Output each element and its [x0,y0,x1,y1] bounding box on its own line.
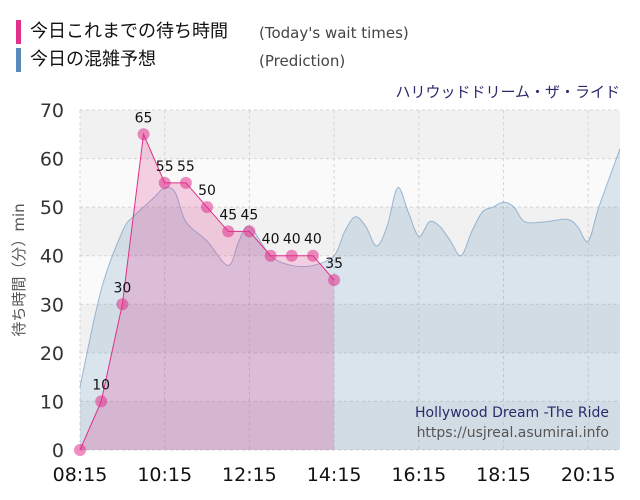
data-label: 10 [92,377,110,393]
data-label: 45 [219,207,237,223]
plot-band [80,207,620,256]
data-point [95,395,108,408]
y-tick-label: 70 [40,100,64,122]
legend-swatch-today [16,20,21,44]
x-tick-label: 18:15 [476,464,531,486]
data-point [285,249,298,262]
x-tick-label: 14:15 [307,464,362,486]
data-point [328,274,341,286]
data-point [158,176,171,189]
data-point [264,249,277,262]
data-point [137,128,150,141]
plot-band [80,110,620,159]
legend-item-today: 今日これまでの待ち時間 (Today's wait times) [0,20,640,46]
x-tick-label: 08:15 [53,464,108,486]
legend-label-prediction: 今日の混雑予想 [30,49,156,70]
data-label: 45 [240,207,258,223]
data-label: 55 [156,159,174,175]
y-tick-label: 50 [40,197,64,219]
y-tick-label: 0 [52,440,64,462]
y-tick-label: 20 [40,343,64,365]
data-label: 55 [177,159,195,175]
data-label: 30 [113,280,131,296]
credit-url[interactable]: https://usjreal.asumirai.info [417,425,609,441]
y-tick-label: 10 [40,391,64,413]
legend-swatch-prediction [16,48,21,72]
legend-label-today: 今日これまでの待ち時間 [30,21,228,42]
prediction-area [80,148,620,450]
legend-item-prediction: 今日の混雑予想 (Prediction) [0,48,640,74]
y-axis-label: 待ち時間（分）min [10,203,28,336]
data-label: 35 [325,256,343,272]
data-point [243,225,256,238]
data-point [74,444,86,456]
x-tick-label: 12:15 [222,464,277,486]
plot-band [80,304,620,353]
plot-area [80,110,620,450]
y-tick-label: 60 [40,149,64,171]
data-point [306,249,319,262]
data-label: 40 [304,232,322,248]
data-label: 40 [262,232,280,248]
legend-note-prediction: (Prediction) [259,52,346,70]
data-point [222,225,235,238]
x-tick-label: 16:15 [391,464,446,486]
data-point [179,176,192,189]
plot-band [80,401,620,450]
x-tick-label: 10:15 [137,464,192,486]
data-point [201,201,214,214]
prediction-line [79,148,621,387]
data-label: 50 [198,183,216,199]
credit-ride-name: Hollywood Dream -The Ride [415,405,609,421]
data-point [116,298,129,311]
legend-note-today: (Today's wait times) [259,24,409,42]
data-label: 65 [135,110,153,126]
data-label: 40 [283,232,301,248]
x-tick-label: 20:15 [561,464,616,486]
actual-area [80,134,335,451]
y-tick-label: 30 [40,294,64,316]
chart-title: ハリウッドドリーム・ザ・ライド [395,83,620,101]
y-tick-label: 40 [40,246,64,268]
